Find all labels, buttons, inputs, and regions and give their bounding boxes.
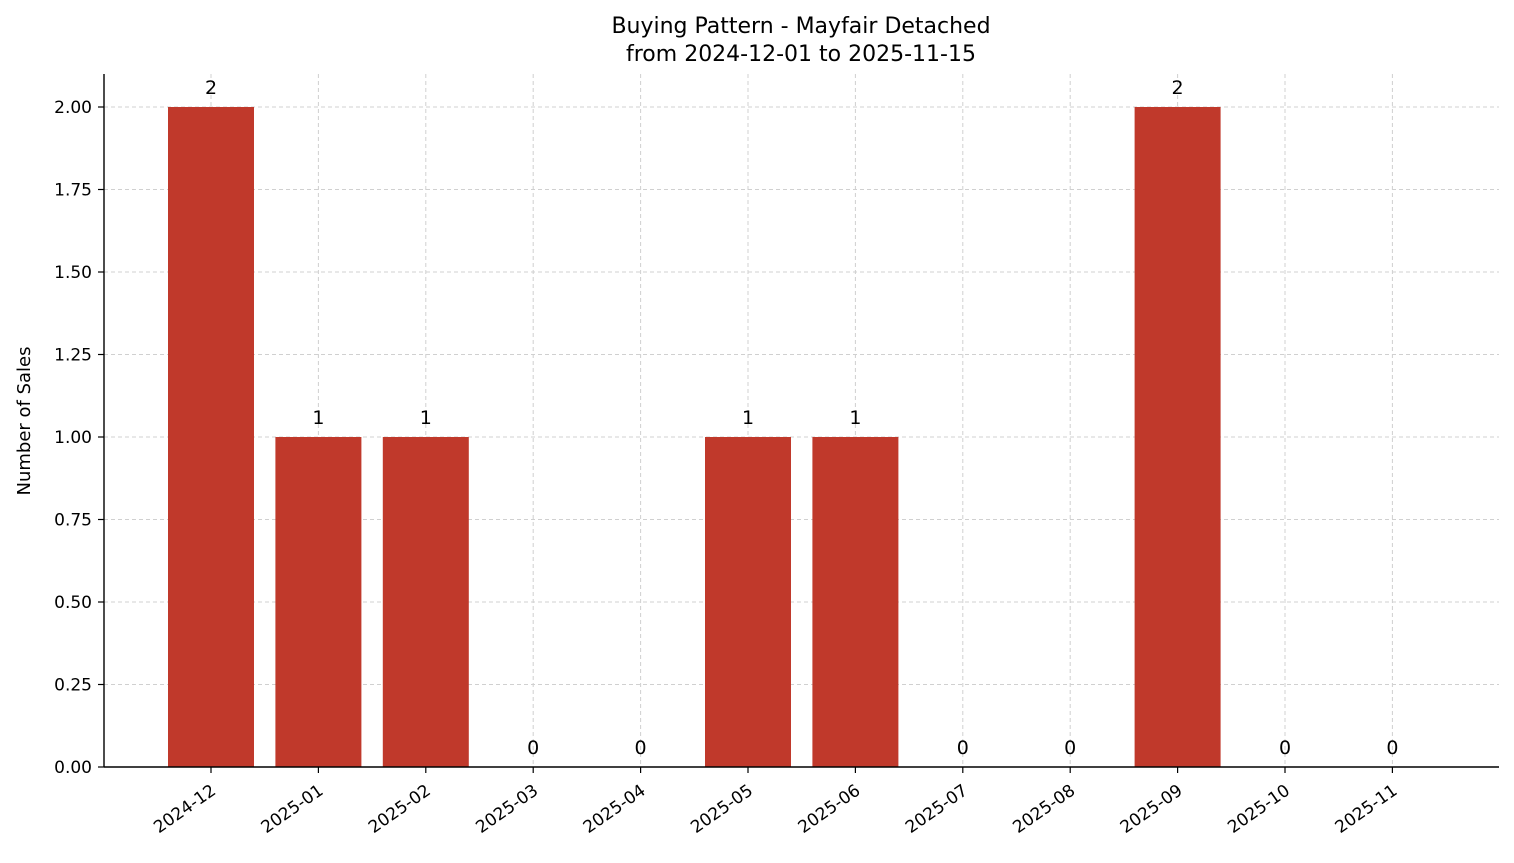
x-tick-label: 2025-06 bbox=[795, 781, 865, 838]
bar-value-label: 1 bbox=[742, 407, 754, 429]
x-tick-label: 2025-02 bbox=[365, 781, 435, 838]
bar bbox=[382, 437, 469, 767]
x-tick-label: 2025-03 bbox=[472, 781, 542, 838]
bar bbox=[812, 437, 899, 767]
y-tick-label: 1.00 bbox=[54, 428, 92, 448]
x-tick-label: 2025-05 bbox=[687, 781, 757, 838]
y-tick-label: 2.00 bbox=[54, 98, 92, 118]
x-tick-label: 2025-08 bbox=[1009, 781, 1079, 838]
bar-value-label: 1 bbox=[420, 407, 432, 429]
bar-value-label: 0 bbox=[635, 737, 647, 759]
chart-title: Buying Pattern - Mayfair Detached bbox=[611, 14, 990, 39]
bar-value-label: 0 bbox=[957, 737, 969, 759]
bar-value-label: 0 bbox=[527, 737, 539, 759]
y-axis-label: Number of Sales bbox=[14, 346, 35, 495]
y-tick-label: 0.75 bbox=[54, 511, 92, 531]
x-tick-label: 2025-10 bbox=[1224, 781, 1294, 838]
bars bbox=[168, 107, 1221, 767]
bar-value-label: 0 bbox=[1386, 737, 1398, 759]
bar-value-label: 0 bbox=[1279, 737, 1291, 759]
x-tick-label: 2025-01 bbox=[258, 781, 328, 838]
bar-value-labels: 2 1 1 0 0 1 1 0 0 2 0 0 bbox=[205, 77, 1398, 759]
y-tick-label: 0.50 bbox=[54, 593, 92, 613]
x-tick-label: 2024-12 bbox=[150, 781, 220, 838]
x-tick-label: 2025-11 bbox=[1332, 781, 1402, 838]
chart-subtitle: from 2024-12-01 to 2025-11-15 bbox=[626, 42, 976, 67]
bar-value-label: 1 bbox=[312, 407, 324, 429]
x-tick-label: 2025-04 bbox=[580, 781, 650, 838]
bar-value-label: 1 bbox=[849, 407, 861, 429]
y-tick-label: 1.75 bbox=[54, 181, 92, 201]
y-tick-label: 0.00 bbox=[54, 758, 92, 778]
bar bbox=[1134, 107, 1221, 767]
bar-value-label: 2 bbox=[205, 77, 217, 99]
x-tick-label: 2025-07 bbox=[902, 781, 972, 838]
bar bbox=[705, 437, 791, 767]
bar bbox=[168, 107, 254, 767]
y-tick-label: 1.50 bbox=[54, 263, 92, 283]
x-tick-label: 2025-09 bbox=[1117, 781, 1187, 838]
y-tick-label: 1.25 bbox=[54, 346, 92, 366]
bar-value-label: 0 bbox=[1064, 737, 1076, 759]
x-axis-ticks: 2024-12 2025-01 2025-02 2025-03 2025-04 2025-… bbox=[150, 767, 1401, 838]
y-axis-ticks: 0.00 0.25 0.50 0.75 1.00 1.25 1.50 1.75 2.00 bbox=[54, 98, 104, 778]
bar bbox=[275, 437, 362, 767]
y-tick-label: 0.25 bbox=[54, 676, 92, 696]
bar-value-label: 2 bbox=[1172, 77, 1184, 99]
